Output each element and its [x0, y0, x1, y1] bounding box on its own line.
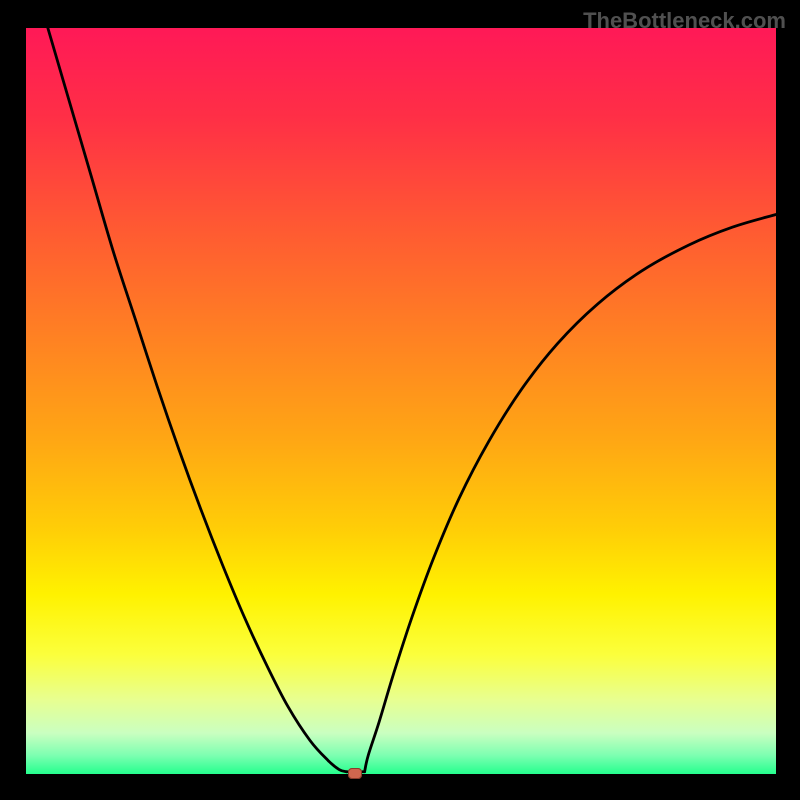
- chart-wrapper: TheBottleneck.com: [0, 0, 800, 800]
- plot-area: [26, 28, 776, 774]
- watermark-text: TheBottleneck.com: [583, 8, 786, 34]
- minimum-marker: [348, 768, 362, 779]
- bottleneck-chart-svg: [26, 28, 776, 774]
